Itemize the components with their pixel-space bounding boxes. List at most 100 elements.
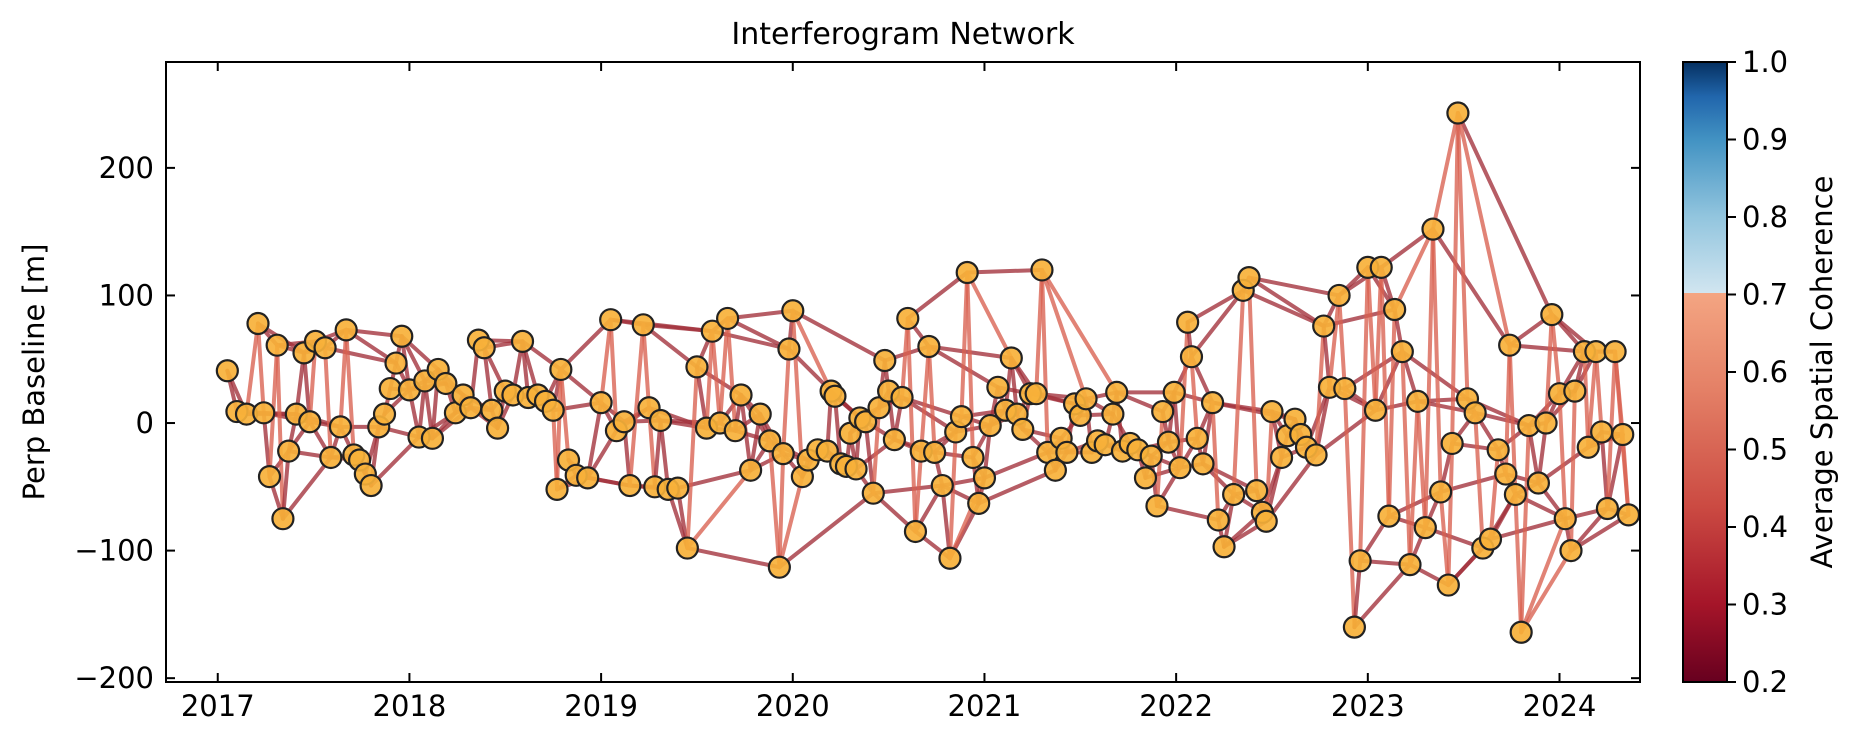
acquisition-point xyxy=(1011,417,1035,442)
acquisition-point xyxy=(938,546,962,570)
colorbar-tick-label: 0.3 xyxy=(1742,588,1788,622)
acquisition-point xyxy=(271,507,295,531)
acquisition-point xyxy=(1179,345,1204,369)
acquisition-point xyxy=(1245,479,1269,503)
interferogram-edge xyxy=(790,308,887,363)
x-tick-label: 2021 xyxy=(948,689,1022,723)
interferogram-edge xyxy=(1210,400,1221,522)
acquisition-point xyxy=(777,337,801,361)
colorbar-label: Average Spatial Coherence xyxy=(1805,176,1839,569)
acquisition-point xyxy=(1463,401,1487,425)
acquisition-point xyxy=(1603,339,1627,364)
acquisition-point xyxy=(896,306,920,331)
x-axis-ticks: 2017 2018 2019 2020 2021 2022 2023 2024 xyxy=(181,62,1596,723)
interferogram-edge xyxy=(256,321,266,415)
colorbar-tick-label: 0.7 xyxy=(1742,278,1788,312)
acquisition-point xyxy=(1534,411,1558,435)
colorbar-tick-label: 0.5 xyxy=(1742,433,1788,467)
interferogram-edge xyxy=(947,429,958,561)
interferogram-edge xyxy=(913,449,924,534)
acquisition-point xyxy=(1156,430,1181,454)
interferogram-edge xyxy=(1455,111,1470,401)
acquisition-point xyxy=(1369,255,1393,279)
acquisition-point xyxy=(1540,302,1564,327)
interferogram-edge xyxy=(1352,562,1412,630)
acquisition-point xyxy=(434,371,458,396)
x-tick-label: 2023 xyxy=(1331,689,1405,723)
interferogram-edge xyxy=(1379,265,1391,519)
interferogram-edge xyxy=(1450,111,1460,446)
acquisition-point xyxy=(510,329,535,353)
interferogram-edge xyxy=(1358,265,1370,563)
acquisition-point xyxy=(716,306,740,331)
acquisition-point xyxy=(313,336,337,360)
acquisition-point xyxy=(823,384,847,408)
acquisition-point xyxy=(252,401,276,425)
acquisition-point xyxy=(1185,426,1209,450)
interferogram-edge xyxy=(965,270,1014,360)
acquisition-point xyxy=(390,324,414,348)
interferogram-edge xyxy=(1488,447,1501,542)
interferogram-edge xyxy=(608,317,619,433)
interferogram-edge xyxy=(790,308,805,479)
interferogram-edge xyxy=(1519,548,1573,635)
y-tick-label: −200 xyxy=(74,661,154,695)
interferogram-edge xyxy=(926,344,937,455)
interferogram-edge xyxy=(863,419,876,496)
acquisition-point xyxy=(781,299,805,323)
interferogram-edge xyxy=(1620,432,1631,517)
acquisition-point xyxy=(420,426,445,450)
acquisition-point xyxy=(631,313,655,337)
acquisition-point xyxy=(384,351,408,375)
interferogram-edge xyxy=(1407,399,1420,567)
acquisition-point xyxy=(1486,438,1510,462)
x-tick-label: 2019 xyxy=(564,689,638,723)
acquisition-point xyxy=(972,466,997,490)
acquisition-point xyxy=(685,355,709,379)
acquisition-point xyxy=(1222,482,1246,507)
acquisition-point xyxy=(675,536,699,560)
interferogram-edge xyxy=(976,468,1058,506)
acquisition-point xyxy=(1377,504,1401,528)
acquisition-point xyxy=(1139,444,1163,468)
acquisition-point xyxy=(1616,503,1640,527)
acquisition-point xyxy=(1559,539,1583,563)
acquisition-point xyxy=(1478,527,1503,551)
acquisition-point xyxy=(1611,422,1635,447)
interferogram-edge xyxy=(685,364,699,551)
acquisition-point xyxy=(917,334,941,359)
acquisition-point xyxy=(930,473,954,498)
acquisition-point xyxy=(1440,431,1464,456)
interferogram-edge xyxy=(777,474,805,570)
interferogram-edge xyxy=(767,438,782,570)
interferogram-edge xyxy=(1327,293,1342,390)
interferogram-edge xyxy=(1473,410,1485,551)
acquisition-point xyxy=(549,357,573,382)
acquisition-point xyxy=(328,415,353,439)
y-axis-label: Perp Baseline [m] xyxy=(17,244,51,501)
acquisition-point xyxy=(1237,265,1261,290)
acquisition-point xyxy=(589,391,613,415)
interferogram-edge xyxy=(1549,312,1562,396)
acquisition-point xyxy=(599,308,623,332)
acquisition-point xyxy=(978,413,1002,438)
interferogram-edge xyxy=(1039,267,1050,455)
interferogram-edge xyxy=(1593,349,1604,434)
acquisition-point xyxy=(1509,620,1533,644)
interferogram-edge xyxy=(323,345,333,460)
interferogram-edge xyxy=(1400,349,1412,567)
colorbar-tick-label: 0.6 xyxy=(1742,355,1788,389)
interferogram-edge xyxy=(871,405,882,496)
acquisition-point xyxy=(1074,387,1098,411)
acquisition-point xyxy=(618,473,642,498)
acquisition-point xyxy=(372,402,397,426)
interferogram-edge xyxy=(1455,111,1512,348)
acquisition-point xyxy=(359,473,383,498)
acquisition-point xyxy=(1304,443,1328,467)
acquisition-point xyxy=(1176,310,1200,334)
interferogram-edge xyxy=(710,329,722,426)
acquisition-point xyxy=(257,465,282,489)
acquisition-point xyxy=(961,445,985,470)
acquisition-point xyxy=(648,408,673,433)
